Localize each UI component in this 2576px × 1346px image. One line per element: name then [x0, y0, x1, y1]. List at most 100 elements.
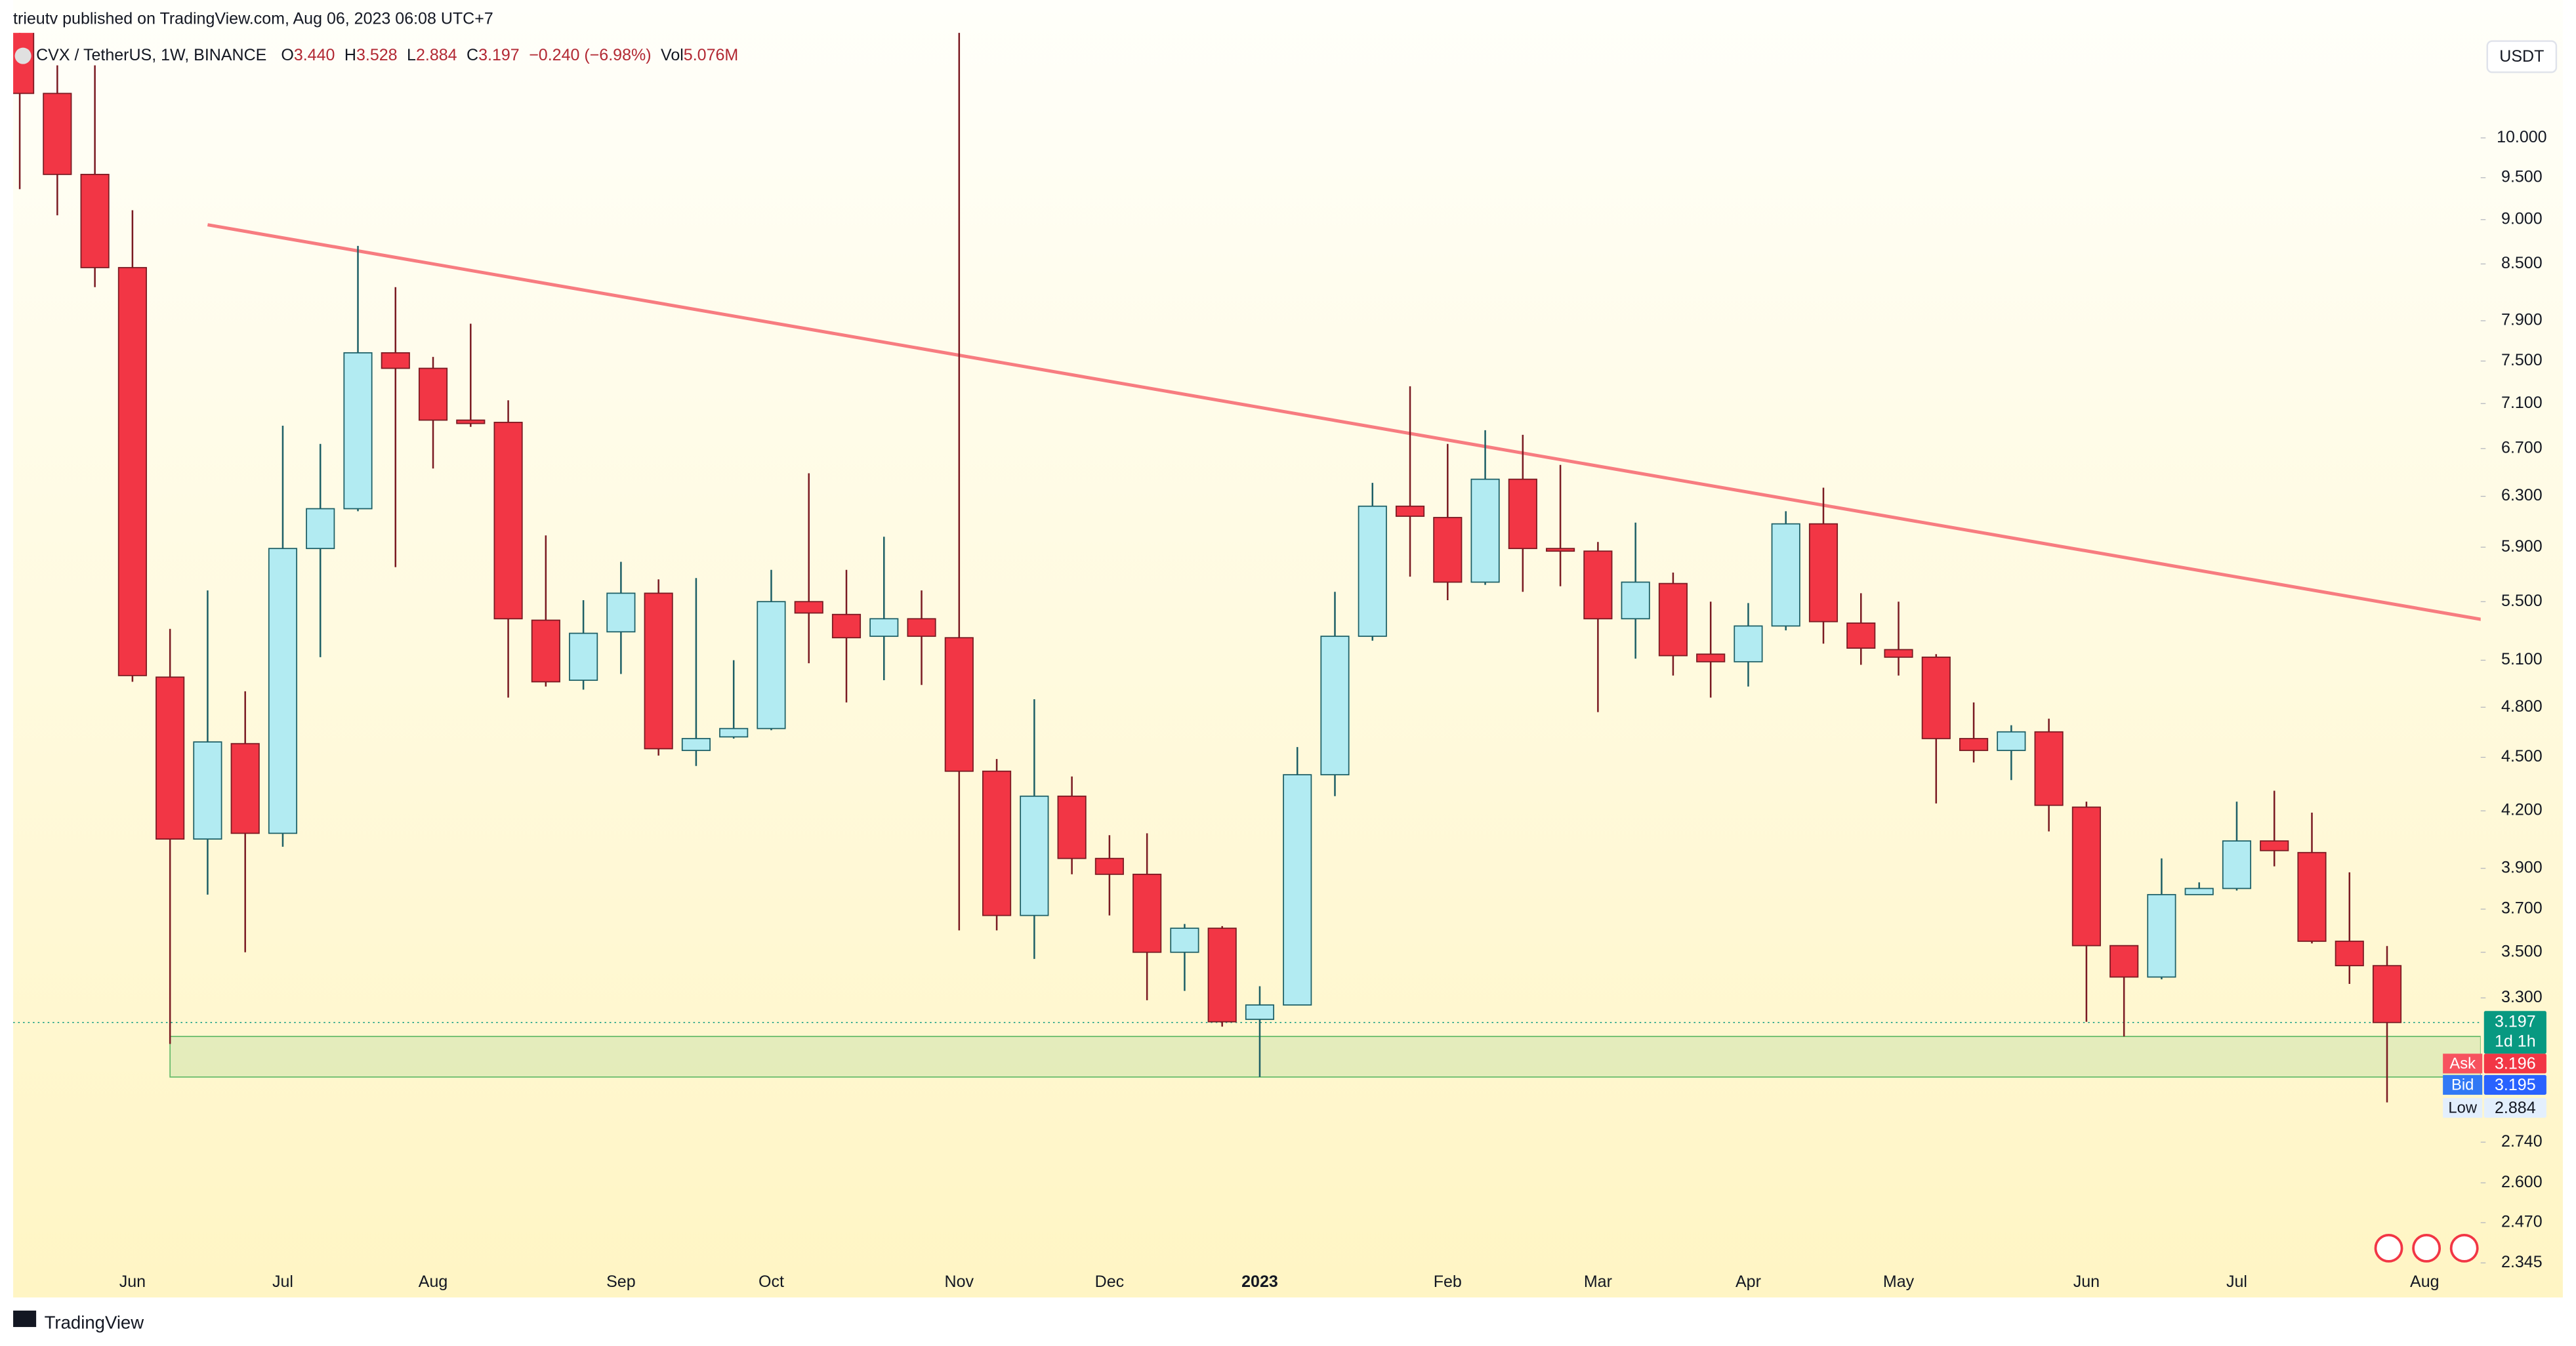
candle-body: [1020, 795, 1049, 916]
candle-body: [1320, 636, 1350, 775]
y-tick-label: 4.200: [2501, 801, 2543, 819]
y-tick-label: 9.000: [2501, 209, 2543, 228]
ohlc-value: 2.884: [416, 46, 457, 64]
candle-body: [1846, 622, 1876, 649]
event-icon[interactable]: [2412, 1233, 2441, 1263]
candle-body: [1959, 738, 1989, 751]
candle-body: [230, 743, 260, 834]
candle-body: [2109, 945, 2139, 978]
candle-body: [1245, 1004, 1275, 1020]
candle-body: [1921, 656, 1951, 739]
price-tag: [2483, 1097, 2546, 1118]
candle-body: [80, 174, 110, 268]
brand-logo: [13, 1311, 37, 1328]
y-tick-label: 7.900: [2501, 311, 2543, 329]
x-tick-label: Feb: [1434, 1273, 1462, 1291]
x-tick-label: Jul: [2226, 1273, 2247, 1291]
candle-body: [1057, 795, 1087, 859]
countdown: 1d 1h: [2495, 1032, 2536, 1050]
candle-body: [493, 422, 523, 620]
event-icon[interactable]: [2374, 1233, 2403, 1263]
y-tick-label: 5.900: [2501, 537, 2543, 556]
candle-body: [2034, 731, 2064, 806]
price-tag-label: Low: [2448, 1099, 2477, 1117]
candle-body: [1546, 548, 1575, 552]
candle-body: [43, 92, 72, 175]
y-tick-label: 9.500: [2501, 167, 2543, 186]
currency-button[interactable]: [2486, 40, 2558, 73]
price-tag-value: 3.195: [2495, 1076, 2536, 1094]
y-tick-label: 2.345: [2501, 1253, 2543, 1271]
currency-label: USDT: [2499, 47, 2544, 66]
y-tick-label: 3.300: [2501, 988, 2543, 1006]
x-tick-label: May: [1883, 1273, 1915, 1291]
candle-body: [2222, 840, 2252, 889]
candle-body: [1583, 550, 1613, 620]
price-tag-value: 3.196: [2495, 1054, 2536, 1072]
x-tick-label: Jun: [119, 1273, 146, 1291]
candle-body: [156, 676, 185, 840]
candle-body: [1808, 523, 1839, 622]
y-tick-label: 2.740: [2501, 1132, 2543, 1151]
y-tick-label: 2.470: [2501, 1213, 2543, 1231]
candle-body: [944, 637, 974, 772]
candle-body: [907, 618, 936, 637]
candle-body: [1132, 874, 1162, 953]
candle-body: [757, 601, 786, 729]
candle-body: [381, 352, 410, 369]
candle-body: [869, 618, 899, 637]
volume-label: Vol: [661, 46, 684, 64]
candle-body: [268, 548, 298, 834]
candle-body: [606, 592, 636, 633]
y-tick-label: 4.800: [2501, 697, 2543, 716]
candle-body: [531, 619, 560, 683]
candle-body: [1094, 857, 1124, 875]
candle-body: [1734, 625, 1763, 663]
y-tick-label: 3.500: [2501, 942, 2543, 960]
candle-body: [2071, 806, 2101, 947]
y-tick-label: 8.500: [2501, 254, 2543, 272]
x-tick-label: Apr: [1735, 1273, 1761, 1291]
change: −0.240 (−6.98%): [529, 46, 651, 64]
candle-body: [1997, 731, 2026, 751]
candle-body: [2297, 851, 2327, 942]
ohlc-value: 3.197: [478, 46, 520, 64]
event-icon[interactable]: [2449, 1233, 2479, 1263]
y-tick-label: 2.600: [2501, 1173, 2543, 1191]
price-tag-value: 2.884: [2495, 1099, 2536, 1117]
x-tick-label: Oct: [758, 1273, 784, 1291]
price-tag-label: Ask: [2449, 1055, 2476, 1072]
symbol: CVX / TetherUS, 1W, BINANCE: [36, 46, 266, 64]
y-tick-label: 10.000: [2497, 128, 2547, 146]
ohlc-label: C: [467, 46, 478, 64]
candle-body: [193, 741, 222, 840]
plot-area: [13, 33, 2481, 1103]
x-tick-label: Jun: [2073, 1273, 2100, 1291]
x-tick-label: Aug: [419, 1273, 448, 1291]
symbol-legend: CVX / TetherUS, 1W, BINANCE O3.440 H3.52…: [36, 46, 738, 64]
event-icons: [2374, 1233, 2479, 1263]
y-tick-label: 6.300: [2501, 486, 2543, 504]
candle-body: [1658, 582, 1688, 657]
candle-body: [644, 592, 673, 750]
price-tag-label-bg: [2443, 1053, 2483, 1074]
x-tick-label: 2023: [1241, 1273, 1278, 1291]
candle-body: [306, 508, 335, 550]
candle-body: [2147, 893, 2176, 978]
candle-body: [1433, 517, 1463, 583]
x-tick-label: Dec: [1095, 1273, 1125, 1291]
ohlc-value: 3.440: [294, 46, 335, 64]
candle-body: [1470, 478, 1500, 583]
y-tick-label: 3.900: [2501, 858, 2543, 876]
candle-body: [1771, 523, 1800, 627]
last-price: 3.197: [2495, 1012, 2536, 1030]
x-tick-label: Jul: [272, 1273, 293, 1291]
candle-body: [1283, 774, 1312, 1006]
y-tick-label: 7.100: [2501, 394, 2543, 412]
candle-body: [343, 352, 373, 510]
candle-body: [569, 632, 598, 681]
candle-body: [117, 267, 147, 676]
x-tick-label: Nov: [945, 1273, 974, 1291]
